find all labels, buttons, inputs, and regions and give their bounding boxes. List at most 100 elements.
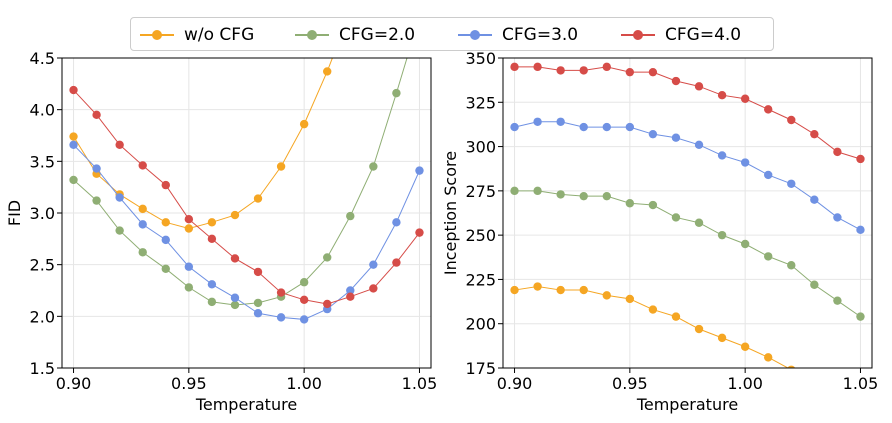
data-point xyxy=(276,288,286,297)
data-point xyxy=(579,122,588,132)
fid-chart: 0.90 0.95 1.00 1.05 1.5 2.0 2.5 3.0 3.5 4.0 4.5 Tem… xyxy=(5,49,437,414)
data-point xyxy=(92,110,101,120)
data-point xyxy=(115,140,124,149)
data-point xyxy=(276,313,286,322)
data-point xyxy=(346,292,355,301)
y-axis-label: Inception Score xyxy=(441,151,460,275)
data-point xyxy=(671,76,681,86)
series-line-1 xyxy=(73,58,408,306)
data-point xyxy=(740,94,750,103)
series-line-3 xyxy=(514,66,861,160)
data-point xyxy=(207,218,217,227)
data-point xyxy=(323,299,332,309)
plot-area xyxy=(69,58,424,324)
inception-score-chart: 0.90 0.95 1.00 1.05 175 200 225 250 275 300 325 350… xyxy=(441,49,878,414)
data-point xyxy=(787,179,796,188)
data-point xyxy=(787,115,796,125)
y-tick-label: 4.5 xyxy=(30,49,55,68)
data-point xyxy=(299,119,309,129)
legend-label-cfg-2: CFG=2.0 xyxy=(339,25,416,45)
data-point xyxy=(230,210,240,220)
data-point xyxy=(556,285,565,295)
data-point xyxy=(184,262,194,271)
y-tick-label: 3.5 xyxy=(30,152,55,171)
data-point xyxy=(764,170,773,180)
data-point xyxy=(717,230,727,240)
data-point xyxy=(764,105,773,114)
legend-label-wo-cfg: w/o CFG xyxy=(184,25,255,45)
legend-swatch-cfg-3 xyxy=(458,30,492,40)
data-point xyxy=(602,291,611,300)
data-point xyxy=(556,190,565,199)
data-point xyxy=(369,284,378,293)
data-point xyxy=(764,353,773,362)
data-point xyxy=(856,312,865,321)
y-tick-label: 325 xyxy=(465,93,496,112)
data-point xyxy=(138,161,147,170)
y-tick-label: 275 xyxy=(465,182,496,201)
data-point xyxy=(299,278,309,287)
x-tick-label: 0.90 xyxy=(56,374,92,393)
data-point xyxy=(764,252,773,261)
data-point xyxy=(648,67,658,77)
data-point xyxy=(602,191,611,201)
data-point xyxy=(253,298,263,308)
data-point xyxy=(510,285,519,295)
y-tick-label: 1.5 xyxy=(30,359,55,378)
data-point xyxy=(833,213,842,222)
legend-item-cfg-4: CFG=4.0 xyxy=(621,18,741,52)
x-tick-label: 1.00 xyxy=(727,374,763,393)
data-point xyxy=(625,294,635,304)
data-point xyxy=(161,180,170,190)
data-point xyxy=(648,305,658,314)
y-tick-label: 300 xyxy=(465,138,496,157)
data-point xyxy=(369,162,378,171)
data-point xyxy=(138,248,147,257)
series-line-2 xyxy=(73,144,420,320)
legend-label-cfg-4: CFG=4.0 xyxy=(665,25,742,45)
legend-swatch-wo-cfg xyxy=(140,30,174,40)
data-point xyxy=(856,397,864,405)
legend-label-cfg-3: CFG=3.0 xyxy=(502,25,579,45)
data-point xyxy=(299,315,309,324)
plot-area xyxy=(510,62,865,405)
legend-item-wo-cfg: w/o CFG xyxy=(140,18,254,52)
data-point xyxy=(323,67,332,76)
legend: w/o CFG CFG=2.0 CFG=3.0 CFG=4.0 xyxy=(130,17,774,51)
data-point xyxy=(856,154,865,164)
data-point xyxy=(69,175,78,185)
data-point xyxy=(299,295,309,304)
y-tick-label: 250 xyxy=(465,226,496,245)
data-point xyxy=(625,199,635,208)
data-point xyxy=(533,186,542,196)
data-point xyxy=(510,62,519,72)
legend-item-cfg-2: CFG=2.0 xyxy=(295,18,415,52)
data-point xyxy=(694,218,704,227)
y-axis-label: FID xyxy=(5,200,24,226)
data-point xyxy=(415,166,424,175)
data-point xyxy=(602,62,611,72)
data-point xyxy=(717,151,727,160)
legend-item-cfg-3: CFG=3.0 xyxy=(458,18,578,52)
axes-frame xyxy=(502,57,873,369)
y-tick-label: 350 xyxy=(465,49,496,68)
data-point xyxy=(510,186,519,196)
data-point xyxy=(579,285,588,295)
data-point xyxy=(556,117,565,126)
data-point xyxy=(648,129,658,139)
x-axis-label: Temperature xyxy=(195,395,297,414)
data-point xyxy=(230,293,240,302)
x-tick-label: 1.00 xyxy=(286,374,322,393)
data-point xyxy=(625,122,635,132)
data-point xyxy=(138,220,147,229)
x-tick-label: 0.95 xyxy=(171,374,207,393)
y-tick-label: 175 xyxy=(465,359,496,378)
data-point xyxy=(833,296,842,305)
data-point xyxy=(161,235,170,245)
data-point xyxy=(787,365,796,368)
data-point xyxy=(787,261,796,270)
data-point xyxy=(556,66,565,75)
legend-swatch-cfg-4 xyxy=(621,30,655,40)
data-point xyxy=(717,91,727,100)
